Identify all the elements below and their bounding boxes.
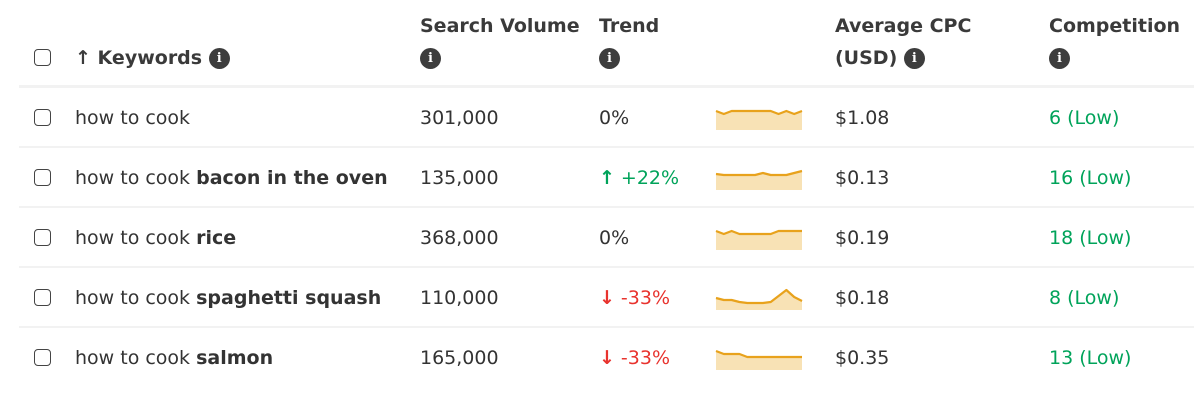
keyword-cell[interactable]: how to cook spaghetti squash: [75, 268, 381, 328]
trend-arrow-icon: ↑: [599, 167, 615, 189]
trend-sparkline: [715, 169, 803, 190]
table-row[interactable]: how to cook salmon 165,000 ↓ -33% $0.35 1…: [19, 328, 1194, 388]
keywords-column-header[interactable]: ↑ Keywords i: [75, 42, 230, 74]
keyword-cell[interactable]: how to cook rice: [75, 208, 236, 268]
trend-value: ↑ +22%: [599, 148, 679, 208]
trend-arrow-icon: ↓: [599, 287, 615, 309]
trend-sparkline: [715, 109, 803, 130]
competition-column-header[interactable]: Competition i: [1049, 10, 1180, 74]
search-volume-value: 368,000: [420, 227, 499, 249]
keyword-highlight: salmon: [196, 347, 274, 369]
keyword-cell[interactable]: how to cook salmon: [75, 328, 273, 388]
trend-value: ↓ -33%: [599, 328, 670, 388]
row-checkbox[interactable]: [34, 229, 51, 246]
keyword-highlight: spaghetti squash: [196, 287, 382, 309]
trend-percent: 0%: [599, 107, 630, 129]
keyword-cell[interactable]: how to cook: [75, 88, 190, 148]
trend-value: ↓ -33%: [599, 268, 670, 328]
trend-percent: -33%: [620, 347, 671, 369]
trend-arrow-icon: ↓: [599, 347, 615, 369]
trend-column-header[interactable]: Trend i: [599, 10, 659, 74]
row-checkbox[interactable]: [34, 289, 51, 306]
cpc-column-header[interactable]: Average CPC (USD) i: [835, 10, 971, 74]
select-all-checkbox[interactable]: [34, 49, 51, 66]
search-volume-column-header[interactable]: Search Volume i: [420, 10, 580, 74]
cpc-value: $1.08: [835, 107, 890, 129]
table-row[interactable]: how to cook spaghetti squash 110,000 ↓ -3…: [19, 268, 1194, 328]
competition-value: 13 (Low): [1049, 347, 1132, 369]
sort-ascending-icon: ↑: [75, 47, 91, 69]
cpc-value: $0.13: [835, 167, 890, 189]
competition-value: 16 (Low): [1049, 167, 1132, 189]
table-row[interactable]: how to cook 301,000 0% $1.08 6 (Low): [19, 88, 1194, 148]
info-icon[interactable]: i: [1049, 48, 1070, 69]
table-row[interactable]: how to cook rice 368,000 0% $0.19 18 (Lo…: [19, 208, 1194, 268]
search-volume-value: 165,000: [420, 347, 499, 369]
trend-value: 0%: [599, 208, 629, 268]
search-volume-header-label: Search Volume: [420, 15, 580, 37]
trend-percent: -33%: [620, 287, 671, 309]
row-checkbox[interactable]: [34, 169, 51, 186]
search-volume-value: 301,000: [420, 107, 499, 129]
table-header: ↑ Keywords i Search Volume i Trend i Ave…: [19, 0, 1194, 88]
competition-value: 18 (Low): [1049, 227, 1132, 249]
trend-sparkline: [715, 349, 802, 370]
search-volume-value: 110,000: [420, 287, 499, 309]
table-body: how to cook 301,000 0% $1.08 6 (Low) how…: [19, 88, 1194, 388]
row-checkbox[interactable]: [34, 349, 51, 366]
competition-value: 8 (Low): [1049, 287, 1120, 309]
trend-percent: +22%: [620, 167, 680, 189]
keyword-cell[interactable]: how to cook bacon in the oven: [75, 148, 388, 208]
table-row[interactable]: how to cook bacon in the oven 135,000 ↑ +…: [19, 148, 1194, 208]
cpc-value: $0.18: [835, 287, 890, 309]
trend-value: 0%: [599, 88, 629, 148]
info-icon[interactable]: i: [420, 48, 441, 69]
info-icon[interactable]: i: [903, 48, 925, 69]
keyword-highlight: rice: [196, 227, 237, 249]
competition-value: 6 (Low): [1049, 107, 1120, 129]
info-icon[interactable]: i: [599, 48, 620, 69]
keyword-prefix: how to cook: [75, 107, 191, 129]
trend-header-label: Trend: [599, 15, 660, 37]
info-icon[interactable]: i: [208, 48, 230, 69]
cpc-header-label-line2: (USD): [835, 47, 898, 69]
row-checkbox[interactable]: [34, 109, 51, 126]
trend-sparkline: [715, 288, 803, 310]
keyword-prefix: how to cook: [75, 227, 197, 249]
trend-sparkline: [715, 229, 802, 250]
cpc-value: $0.19: [835, 227, 890, 249]
keyword-highlight: bacon in the oven: [196, 167, 388, 189]
cpc-header-label-line1: Average CPC: [835, 15, 972, 37]
trend-percent: 0%: [599, 227, 630, 249]
keywords-header-label: Keywords: [97, 47, 203, 69]
competition-header-label: Competition: [1049, 15, 1181, 37]
cpc-value: $0.35: [835, 347, 890, 369]
keyword-prefix: how to cook: [75, 347, 197, 369]
search-volume-value: 135,000: [420, 167, 499, 189]
keyword-prefix: how to cook: [75, 287, 197, 309]
keywords-table: ↑ Keywords i Search Volume i Trend i Ave…: [19, 0, 1194, 388]
keyword-prefix: how to cook: [75, 167, 197, 189]
